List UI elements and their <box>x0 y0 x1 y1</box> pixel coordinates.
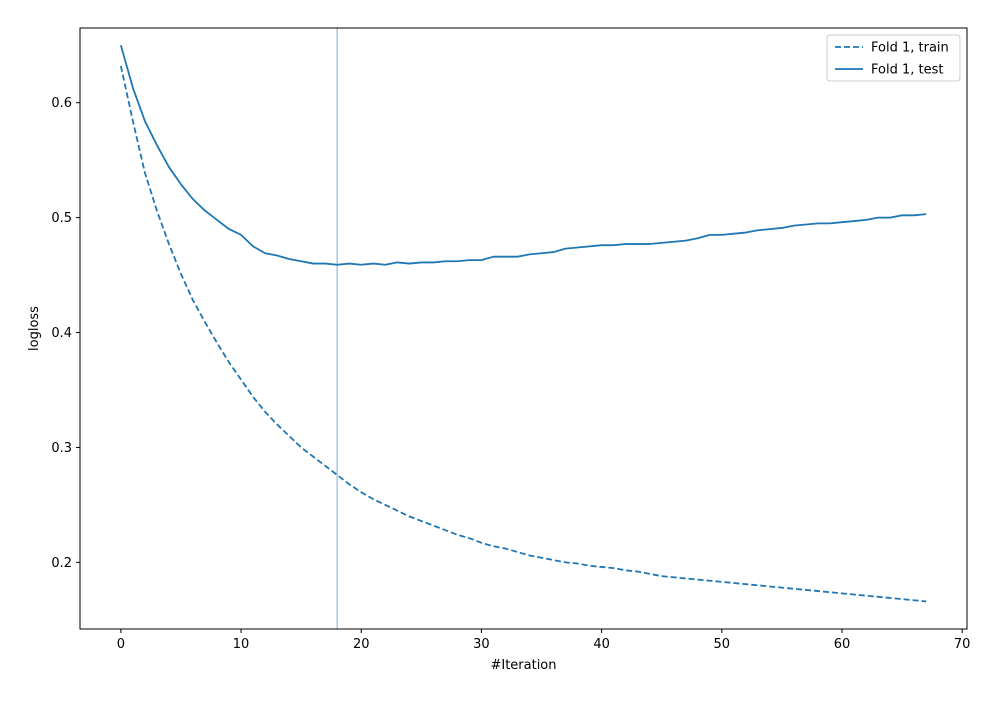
y-tick-label: 0.5 <box>51 211 72 226</box>
legend: Fold 1, train Fold 1, test <box>826 34 961 82</box>
x-tick-label: 70 <box>954 637 971 652</box>
y-axis-label: logloss <box>27 306 42 351</box>
y-tick-label: 0.6 <box>51 96 72 111</box>
x-tick-label: 50 <box>714 637 731 652</box>
y-tick-label: 0.4 <box>51 326 72 341</box>
x-tick-label: 0 <box>117 637 125 652</box>
x-tick-label: 20 <box>353 637 370 652</box>
x-tick-label: 30 <box>473 637 490 652</box>
y-tick-label: 0.2 <box>51 556 72 571</box>
x-tick-label: 10 <box>233 637 250 652</box>
plot-frame <box>79 27 968 630</box>
legend-label-test: Fold 1, test <box>871 63 943 78</box>
y-axis-ticks: 0.2 0.3 0.4 0.5 0.6 <box>51 96 80 571</box>
plot-marks <box>119 28 927 629</box>
legend-label-train: Fold 1, train <box>871 41 949 56</box>
series-line-test <box>119 44 927 266</box>
x-tick-label: 40 <box>593 637 610 652</box>
x-tick-label: 60 <box>834 637 851 652</box>
x-axis-label: #Iteration <box>490 658 556 673</box>
y-tick-label: 0.3 <box>51 441 72 456</box>
x-axis-ticks: 0 10 20 30 40 50 60 70 <box>117 629 971 652</box>
series-line-train <box>119 65 927 603</box>
